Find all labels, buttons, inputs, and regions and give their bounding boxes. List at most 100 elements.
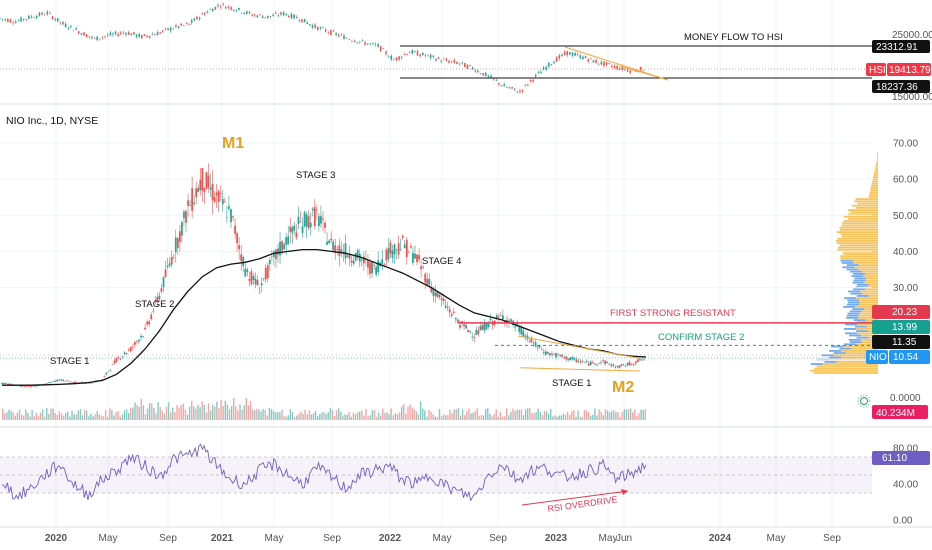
hsi-candle-body <box>138 33 140 37</box>
hsi-candle-body <box>253 14 256 16</box>
hsi-candle-body <box>185 23 188 24</box>
price-candle-body <box>434 292 437 297</box>
volume-bar <box>218 408 220 420</box>
hsi-candle-body <box>442 59 445 60</box>
sun-icon[interactable] <box>857 394 871 408</box>
price-candle-body <box>440 298 443 300</box>
volume-bar <box>453 409 455 420</box>
volume-bar <box>569 414 571 420</box>
volume-bar <box>499 412 502 420</box>
hsi-candle-body <box>382 48 385 49</box>
hsi-candle-body <box>311 25 314 28</box>
volume-bar <box>464 415 466 420</box>
price-candle-body <box>101 379 104 380</box>
volume-profile-bar <box>853 262 878 264</box>
volume-bar <box>300 411 302 420</box>
price-candle-body <box>52 381 55 382</box>
price-candle-body <box>260 283 263 286</box>
volume-bar <box>531 412 533 420</box>
hsi-candle-body <box>148 35 151 38</box>
x-tick-label: Sep <box>489 533 507 544</box>
price-candle-body <box>344 243 347 259</box>
volume-bar <box>109 408 111 420</box>
volume-profile-bar <box>862 292 878 295</box>
price-candle-body <box>581 361 584 363</box>
hsi-candle-body <box>469 65 471 66</box>
volume-bar <box>583 410 586 420</box>
price-candle-body <box>393 244 396 255</box>
volume-bar <box>258 409 260 420</box>
volume-profile-bar <box>839 226 878 229</box>
hsi-candle-body <box>393 59 395 61</box>
hsi-candle-body <box>482 73 484 76</box>
hsi-candle-body <box>298 20 301 21</box>
price-candle-body <box>634 361 637 364</box>
hsi-candle-body <box>414 51 416 53</box>
hsi-candle-body <box>461 62 463 64</box>
price-candle-body <box>324 222 326 228</box>
hsi-candle-body <box>466 64 469 69</box>
volume-profile-bar <box>860 301 878 304</box>
volume-profile-bar <box>844 297 857 299</box>
volume-bar <box>604 409 607 420</box>
price-candle-body <box>620 364 623 367</box>
hsi-candle-body <box>634 70 637 72</box>
price-candle-body <box>281 241 283 251</box>
price-candle-body <box>387 248 390 260</box>
price-candle-body <box>273 251 275 258</box>
hsi-candle-body <box>4 19 7 20</box>
hsi-candle-body <box>366 43 369 45</box>
hsi-candle-body <box>35 16 38 18</box>
volume-profile-bar <box>853 319 866 321</box>
volume-bar <box>272 410 275 420</box>
volume-bar <box>235 406 237 420</box>
hsi-candle-body <box>324 29 327 32</box>
volume-bar <box>54 413 56 420</box>
rsi-y-tick: 40.00 <box>893 480 918 491</box>
volume-panel <box>2 397 646 420</box>
price-candle-body <box>428 279 431 285</box>
price-candle-body <box>60 379 63 381</box>
volume-bar <box>308 410 310 420</box>
price-y-tick: 50.00 <box>893 211 918 222</box>
nio-last-badge <box>889 350 930 364</box>
price-candle-body <box>522 330 525 338</box>
hsi-candle-body <box>264 17 267 18</box>
volume-profile-bar <box>872 180 878 183</box>
hsi-candle-body <box>117 33 119 36</box>
volume-bar <box>130 407 132 420</box>
volume-bar <box>237 410 239 420</box>
price-candle-body <box>524 335 527 337</box>
x-tick-label: May <box>599 533 618 544</box>
price-candle-body <box>27 385 30 387</box>
volume-bar <box>598 409 600 420</box>
volume-bar <box>447 414 449 420</box>
volume-profile-bar <box>855 306 878 308</box>
price-candle-body <box>459 325 461 328</box>
price-candle-body <box>624 365 627 367</box>
price-candle-body <box>211 183 214 201</box>
volume-bar <box>335 410 338 420</box>
price-candle-body <box>183 211 185 219</box>
price-candle-body <box>174 237 177 253</box>
volume-profile-bar <box>843 306 856 308</box>
volume-bar <box>144 414 147 420</box>
hsi-candle-body <box>59 21 62 23</box>
hsi-candle-body <box>30 16 33 18</box>
price-candle-body <box>516 323 519 326</box>
hsi-y-tick: 25000.00 <box>892 30 932 41</box>
hsi-candle-body <box>395 57 398 61</box>
volume-profile-bar <box>863 275 878 277</box>
price-candle-body <box>256 280 259 286</box>
volume-bar <box>20 414 23 420</box>
volume-bar <box>459 415 462 420</box>
price-candle-body <box>146 321 149 325</box>
volume-profile-bar <box>840 255 878 258</box>
volume-bar <box>48 413 50 420</box>
volume-bar <box>178 407 180 420</box>
price-candle-body <box>514 326 517 328</box>
hsi-candle-body <box>290 13 293 19</box>
volume-bar <box>46 408 48 420</box>
price-candle-body <box>252 275 255 281</box>
